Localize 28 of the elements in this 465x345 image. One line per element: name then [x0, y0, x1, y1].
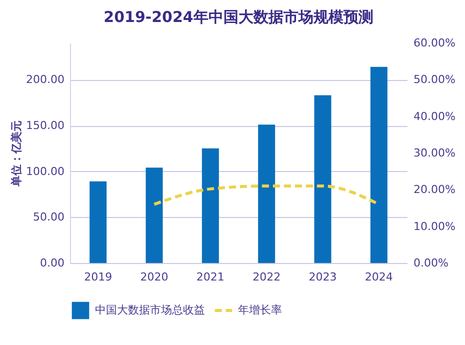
bar: [370, 66, 388, 263]
bar: [314, 95, 332, 263]
y2-tick-label: 40.00%: [414, 110, 456, 123]
x-tick-label: 2021: [196, 270, 224, 284]
y2-tick-label: 20.00%: [414, 183, 456, 196]
y-tick-label: 50.00: [33, 210, 64, 224]
bar: [146, 168, 163, 263]
y2-tick-label: 0.00%: [414, 256, 448, 270]
y-tick-label: 150.00: [26, 119, 64, 132]
y2-tick-label: 10.00%: [414, 220, 456, 233]
x-tick-label: 2022: [252, 270, 281, 284]
x-tick-label: 2019: [84, 270, 112, 284]
y2-tick-label: 30.00%: [414, 146, 456, 160]
x-tick-label: 2020: [140, 270, 168, 284]
chart-title: 2019-2024年中国大数据市场规模预测: [104, 8, 374, 26]
x-tick-label: 2023: [308, 270, 337, 284]
bar: [258, 124, 276, 263]
y-tick-label: 100.00: [26, 164, 64, 178]
y-tick-label: 200.00: [26, 73, 64, 86]
legend-label: 年增长率: [238, 304, 282, 316]
legend-label: 中国大数据市场总收益: [95, 304, 205, 316]
y-axis-title: 单位：亿美元: [10, 120, 24, 188]
y-tick-label: 0.00: [40, 256, 64, 270]
bar: [202, 148, 219, 263]
x-tick-label: 2024: [364, 270, 393, 284]
y2-tick-label: 50.00%: [414, 73, 456, 86]
bar: [90, 181, 107, 263]
y2-tick-label: 60.00%: [414, 36, 456, 50]
